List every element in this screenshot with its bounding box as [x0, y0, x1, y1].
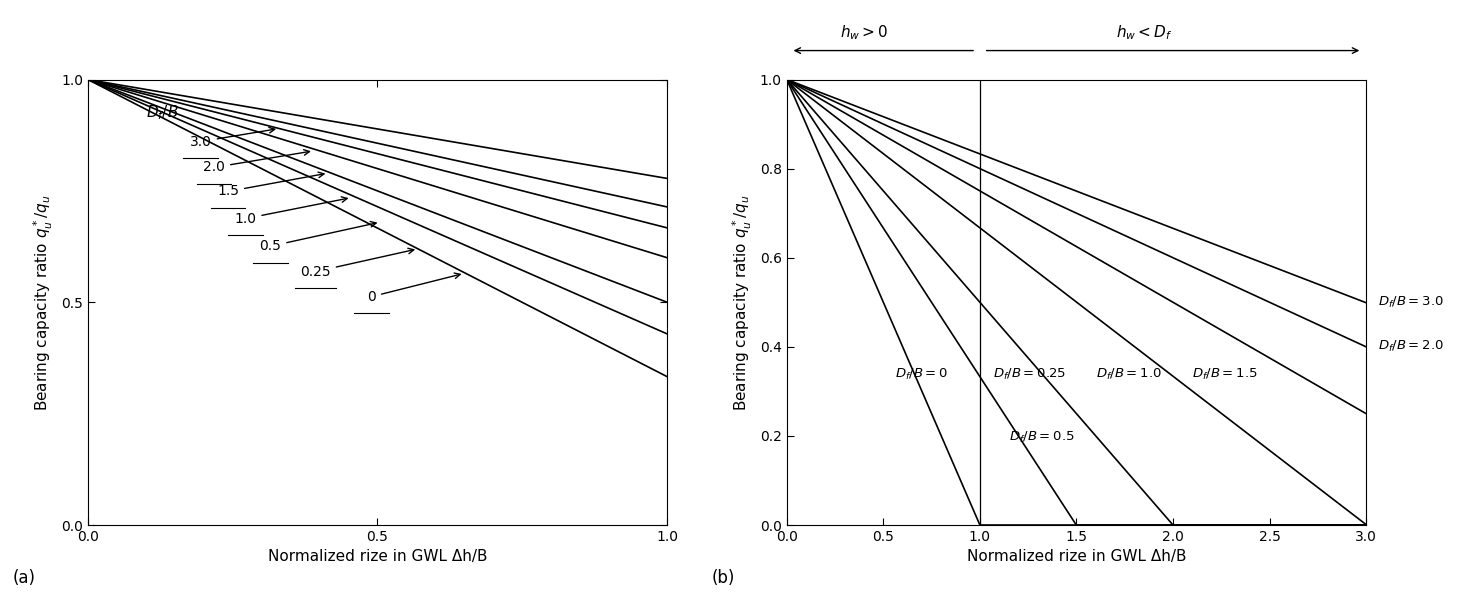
Text: $D_f/B=0.5$: $D_f/B=0.5$: [1009, 430, 1074, 445]
Text: $D_f/B=2.0$: $D_f/B=2.0$: [1378, 339, 1444, 354]
Y-axis label: Bearing capacity ratio $q_u^*/q_u$: Bearing capacity ratio $q_u^*/q_u$: [732, 194, 755, 411]
Text: $h_w>0$: $h_w>0$: [840, 23, 888, 42]
Text: 3.0: 3.0: [190, 128, 275, 148]
X-axis label: Normalized rize in GWL Δh/B: Normalized rize in GWL Δh/B: [967, 549, 1186, 565]
Text: (a): (a): [13, 569, 35, 587]
Text: $D_f/B=1.5$: $D_f/B=1.5$: [1192, 367, 1258, 382]
Text: $h_w<D_f$: $h_w<D_f$: [1116, 23, 1172, 42]
Text: 2.0: 2.0: [203, 150, 310, 174]
Text: $D_f/B=0.25$: $D_f/B=0.25$: [993, 367, 1067, 382]
Text: $D_f/B=0$: $D_f/B=0$: [895, 367, 948, 382]
Text: 0.5: 0.5: [259, 221, 376, 254]
Y-axis label: Bearing capacity ratio $q_u^*/q_u$: Bearing capacity ratio $q_u^*/q_u$: [32, 194, 56, 411]
Text: 1.0: 1.0: [234, 197, 347, 225]
Text: 0: 0: [367, 273, 461, 304]
Text: 1.5: 1.5: [217, 172, 323, 199]
Text: 0.25: 0.25: [300, 248, 414, 279]
Text: $D_f/B=3.0$: $D_f/B=3.0$: [1378, 295, 1444, 310]
X-axis label: Normalized rize in GWL Δh/B: Normalized rize in GWL Δh/B: [268, 549, 487, 565]
Text: $D_f/B$: $D_f/B$: [146, 103, 178, 122]
Text: $D_f/B=1.0$: $D_f/B=1.0$: [1096, 367, 1162, 382]
Text: (b): (b): [711, 569, 734, 587]
